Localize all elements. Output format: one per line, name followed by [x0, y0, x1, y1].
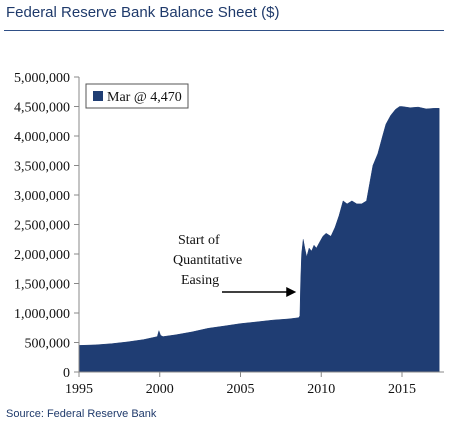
- chart-title: Federal Reserve Bank Balance Sheet ($): [6, 4, 280, 21]
- x-tick-label: 1995: [65, 382, 93, 397]
- x-tick-label: 2015: [388, 382, 416, 397]
- y-tick-label: 4,500,000: [14, 101, 70, 116]
- annotation-arrowhead: [286, 287, 297, 297]
- source-note: Source: Federal Reserve Bank: [6, 408, 157, 420]
- x-tick-label: 2005: [227, 382, 255, 397]
- y-tick-label: 4,000,000: [14, 130, 70, 145]
- x-tick-label: 2010: [307, 382, 335, 397]
- legend-entry: Mar @ 4,470: [107, 90, 182, 105]
- y-tick-label: 1,500,000: [14, 278, 70, 293]
- annotation-line: Easing: [181, 273, 219, 288]
- y-tick-label: 1,000,000: [14, 307, 70, 322]
- y-tick-label: 3,000,000: [14, 189, 70, 204]
- y-tick-label: 2,500,000: [14, 219, 70, 234]
- qe-annotation: Start of Quantitative Easing: [173, 233, 297, 297]
- annotation-line: Start of: [178, 233, 220, 248]
- legend: Mar @ 4,470: [85, 83, 189, 109]
- y-tick-label: 5,000,000: [14, 71, 70, 86]
- y-axis: 0 500,000 1,000,000 1,500,000 2,000,000 2,500…: [14, 71, 79, 381]
- annotation-line: Quantitative: [173, 253, 242, 268]
- y-tick-label: 2,000,000: [14, 248, 70, 263]
- title-divider: [4, 30, 444, 31]
- legend-swatch: [93, 91, 103, 101]
- y-tick-label: 0: [63, 366, 70, 381]
- series-area: [78, 106, 440, 373]
- y-tick-label: 3,500,000: [14, 160, 70, 175]
- x-tick-label: 2000: [146, 382, 174, 397]
- annotation-text: Start of Quantitative Easing: [173, 233, 242, 288]
- balance-sheet-chart: 0 500,000 1,000,000 1,500,000 2,000,000 2,500…: [14, 71, 444, 397]
- x-axis: 1995 2000 2005 2010 2015: [65, 372, 416, 397]
- y-tick-label: 500,000: [25, 337, 71, 352]
